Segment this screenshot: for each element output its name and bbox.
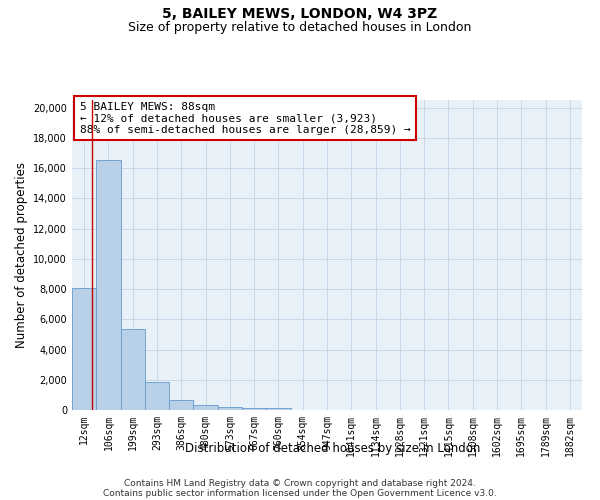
Bar [72,288,96,410]
Text: Contains HM Land Registry data © Crown copyright and database right 2024.: Contains HM Land Registry data © Crown c… [124,478,476,488]
Text: Size of property relative to detached houses in London: Size of property relative to detached ho… [128,21,472,34]
Bar [242,408,266,410]
Bar [121,329,145,410]
Text: 5, BAILEY MEWS, LONDON, W4 3PZ: 5, BAILEY MEWS, LONDON, W4 3PZ [163,8,437,22]
Bar [218,407,242,410]
Text: Contains public sector information licensed under the Open Government Licence v3: Contains public sector information licen… [103,488,497,498]
Y-axis label: Number of detached properties: Number of detached properties [15,162,28,348]
Bar [145,382,169,410]
Bar [96,160,121,410]
Bar [193,406,218,410]
Bar [266,408,290,410]
Text: Distribution of detached houses by size in London: Distribution of detached houses by size … [185,442,481,455]
Bar [169,400,193,410]
Text: 5 BAILEY MEWS: 88sqm
← 12% of detached houses are smaller (3,923)
88% of semi-de: 5 BAILEY MEWS: 88sqm ← 12% of detached h… [80,102,410,134]
